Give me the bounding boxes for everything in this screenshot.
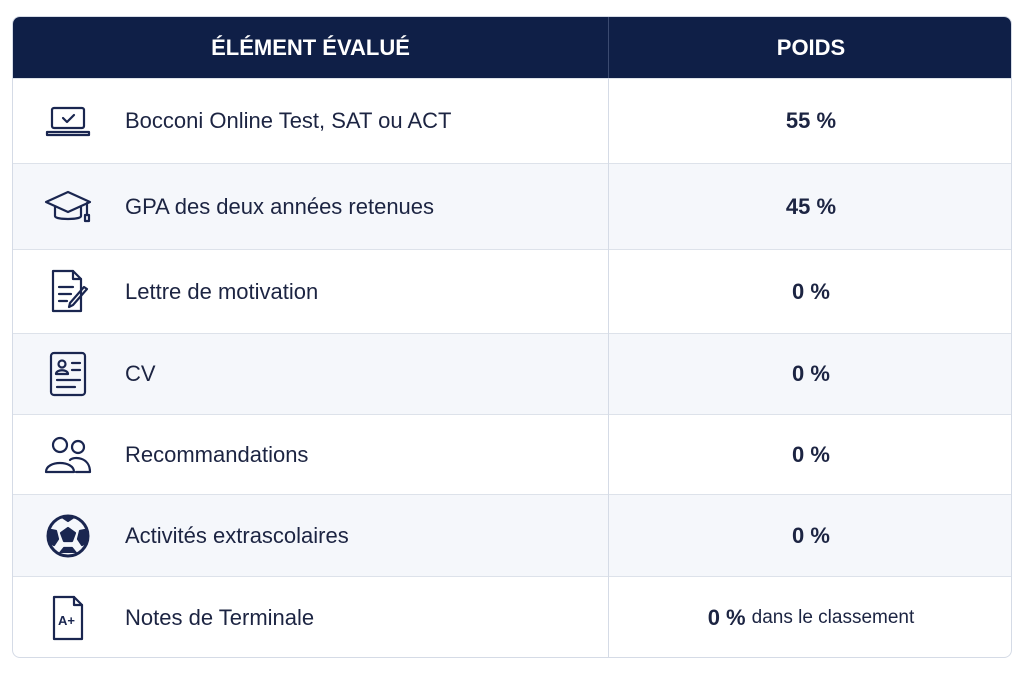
weight: 45 % [785,193,837,219]
icon [44,190,92,222]
header-cell: ÉLÉMENT ÉVALUÉ [211,35,410,60]
weight-cell: 0 % [609,415,1011,494]
weight-cell: 55 % [609,79,1011,163]
icon: A+ [52,595,84,641]
weight: 0 % [792,441,830,467]
row: CV 0 % [13,333,1011,414]
weight: 55 % [785,108,837,133]
table: ÉLÉMENT ÉVALUÉ POIDS Bocconi Online Test… [12,16,1012,658]
weight-cell: 0 % [609,334,1011,414]
note: dans le classement [751,607,915,628]
row: Activités extrascolaires 0 % [13,494,1011,576]
icon [49,351,87,397]
weight-cell: 0 % [609,250,1011,333]
icon [46,514,90,557]
weight: 0 % [792,278,830,304]
label: CV [125,361,156,386]
icon [45,106,91,137]
separator [608,78,609,657]
label: Lettre de motivation [125,278,319,304]
weight: 0 % [707,605,746,630]
header-cell: POIDS [776,35,846,60]
weight: 0 % [792,522,830,548]
icon [44,436,92,473]
label: GPA des deux années retenues [125,193,435,219]
weight: 0 % [792,361,830,386]
weight-cell: 0 % [609,495,1011,576]
label: Recommandations [125,441,309,467]
separator [608,17,609,78]
row: Bocconi Online Test, SAT ou ACT 55 % [13,78,1011,163]
label: Bocconi Online Test, SAT ou ACT [125,108,452,133]
row: Lettre de motivation 0 % [13,249,1011,333]
row: Recommandations 0 % [13,414,1011,494]
weight-cell: 45 % [609,164,1011,249]
row: GPA des deux années retenues 45 % [13,163,1011,249]
header: ÉLÉMENT ÉVALUÉ POIDS [13,17,1011,78]
icon [51,269,89,312]
label: Activités extrascolaires [125,522,349,548]
row: A+ Notes de Terminale 0 % dans le classem… [13,576,1011,657]
label: Notes de Terminale [125,605,315,630]
weight-cell: 0 % dans le classement [609,577,1011,657]
icon-text: A+ [58,613,75,628]
